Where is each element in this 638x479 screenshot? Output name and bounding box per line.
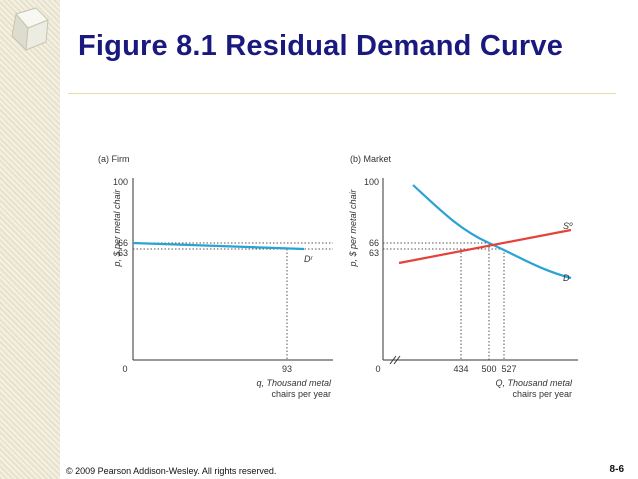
residual-demand-label: Dʳ <box>304 254 313 264</box>
market-tick-527: 527 <box>501 364 516 374</box>
firm-tick-63: 63 <box>118 248 128 258</box>
panel-market: (b) Market p, $ per metal chair 100 66 6… <box>348 154 578 399</box>
market-tick-434: 434 <box>453 364 468 374</box>
axis-break-icon <box>389 355 401 365</box>
background-texture <box>0 0 60 479</box>
firm-tick-100: 100 <box>113 177 128 187</box>
market-demand-curve <box>412 184 572 280</box>
firm-x-axis-label-line1: q, Thousand metal <box>256 378 332 388</box>
firm-tick-66: 66 <box>118 238 128 248</box>
supply-label: Sº <box>563 221 573 231</box>
firm-tick-93: 93 <box>282 364 292 374</box>
residual-demand-curve <box>132 241 305 251</box>
demand-label: D <box>563 273 570 283</box>
market-x-axis-label-line1: Q, Thousand metal <box>495 378 573 388</box>
firm-origin-label: 0 <box>122 364 127 374</box>
panel-firm: (a) Firm p, $ per metal chair 100 66 63 … <box>98 154 333 399</box>
page-number: 8-6 <box>609 464 624 475</box>
firm-panel-label: (a) Firm <box>98 154 130 164</box>
market-y-axis-label: p, $ per metal chair <box>348 188 358 267</box>
firm-y-axis-label: p, $ per metal chair <box>112 188 122 267</box>
market-panel-label: (b) Market <box>350 154 392 164</box>
market-tick-63: 63 <box>369 248 379 258</box>
market-tick-100: 100 <box>364 177 379 187</box>
market-supply-curve <box>398 228 572 265</box>
title-divider <box>68 93 616 94</box>
slide-title: Figure 8.1 Residual Demand Curve <box>78 30 564 62</box>
market-tick-66: 66 <box>369 238 379 248</box>
market-x-axis-label-line2: chairs per year <box>512 389 572 399</box>
copyright-notice: © 2009 Pearson Addison-Wesley. All right… <box>66 466 277 476</box>
glass-cube-logo <box>11 7 49 52</box>
market-tick-500: 500 <box>481 364 496 374</box>
market-origin-label: 0 <box>375 364 380 374</box>
firm-x-axis-label-line2: chairs per year <box>271 389 331 399</box>
